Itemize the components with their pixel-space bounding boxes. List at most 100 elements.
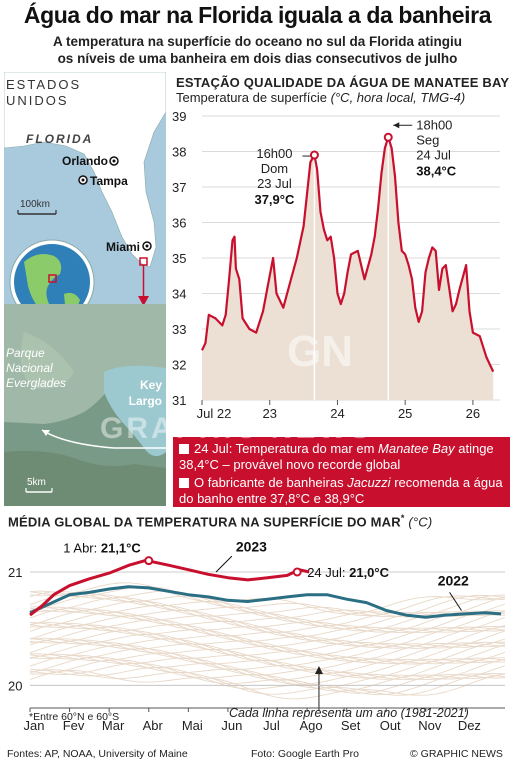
subtitle-line-1: A temperatura na superfície do oceano no…: [52, 34, 463, 49]
manatee-bay-chart: 31 32 33 34 35 36 37 38 39 Jul 22 23 24 25 26 16h00D…: [172, 109, 500, 421]
chart1-xtick-label: 26: [466, 406, 480, 421]
chart1-xtick-label: 25: [398, 406, 412, 421]
chart1-subtitle: Temperatura de superfície (°C, hora loca…: [176, 90, 465, 105]
chart2-background-year-line: [29, 624, 506, 656]
chart1-annotation-value: 38,4°C: [416, 163, 457, 178]
chart1-annotation-text: 23 Jul: [257, 176, 292, 191]
chart1-ytick-label: 34: [172, 287, 186, 302]
chart1-ytick-label: 38: [172, 145, 186, 160]
chart1-ytick-label: 37: [172, 180, 186, 195]
chart2-arrow-icon: [314, 666, 323, 674]
copyright: © GRAPHIC NEWS: [410, 748, 503, 760]
chart1-series-line: [201, 136, 495, 373]
info-item-2: O fabricante de banheiras Jacuzzi recome…: [179, 475, 503, 506]
chart2-background-year-line: [29, 622, 506, 652]
chart2-xtick-label: Dez: [458, 718, 481, 733]
chart2-xtick-label: Jun: [221, 718, 242, 733]
chart2-series-line-2023: [29, 559, 310, 617]
chart1-annotation-text: Dom: [261, 161, 288, 176]
map-country-2: UNIDOS: [6, 93, 69, 108]
subtitle-line-2: os níveis de uma banheira em dois dias c…: [57, 51, 458, 66]
chart1-peak-marker: [309, 150, 319, 160]
chart2-series-label: 2023: [236, 539, 267, 555]
chart2-series-label: 2022: [438, 573, 469, 589]
place-key-largo-2: Largo: [129, 394, 162, 408]
city-orlando: Orlando: [62, 154, 108, 168]
chart2-background-year-line: [29, 622, 506, 649]
chart1-xtick-label: 23: [262, 406, 276, 421]
chart1-ytick-label: 31: [172, 393, 186, 408]
watermark-logo: GN: [287, 327, 353, 376]
info-item-1: 24 Jul: Temperatura do mar em Manatee Ba…: [179, 441, 494, 472]
chart2-title: MÉDIA GLOBAL DA TEMPERATURA NA SUPERFÍCI…: [8, 513, 433, 530]
chart2-xtick-label: Fev: [63, 718, 85, 733]
chart2-background-year-line: [29, 639, 506, 671]
chart2-xtick-label: Abr: [143, 718, 164, 733]
chart1-annotation-text: Seg: [416, 132, 439, 147]
chart2-background-year-line: [29, 591, 506, 619]
chart2-background-year-line: [29, 590, 506, 618]
chart2-xtick-label: Jan: [23, 718, 44, 733]
bullet-square-icon: [179, 444, 189, 454]
chart2-background-year-line: [29, 637, 506, 665]
footnote: *Entre 60°N e 60°S: [29, 711, 120, 723]
bullet-square-icon: [179, 478, 189, 488]
chart1-annotation-text: 24 Jul: [416, 147, 451, 162]
chart2-xtick-label: Nov: [418, 718, 442, 733]
chart1-annotation-value: 37,9°C: [254, 192, 295, 207]
global-sst-chart: 20 21 2023 2022 1 Abr: 21,1°C 24 Jul: 21,0°C…: [8, 539, 506, 733]
sources: Fontes: AP, NOAA, University of Maine: [7, 748, 188, 760]
chart2-background-year-line: [29, 633, 506, 664]
scale-label-2: 5km: [27, 477, 46, 488]
chart2-background-year-line: [29, 604, 506, 633]
florida-land: [4, 72, 166, 268]
chart1-subtitle-units: (°C, hora local, TMG-4): [330, 90, 466, 105]
page-title: Água do mar na Florida iguala a da banhe…: [23, 2, 492, 28]
watermark-text: GRAPHIC NEWS: [100, 412, 373, 445]
chart1-subtitle-main: Temperatura de superfície: [176, 90, 328, 105]
chart2-background-year-line: [29, 670, 506, 700]
place-everglades-2: Nacional: [6, 361, 53, 375]
chart2-background-year-line: [29, 653, 505, 681]
chart2-background-year-line: [29, 669, 506, 696]
chart2-ytick-label: 20: [8, 678, 22, 693]
chart1-peak-marker: [383, 132, 393, 142]
chart2-xtick-label: Set: [341, 718, 361, 733]
globe-marker: [48, 274, 57, 283]
chart1-ytick-label: 33: [172, 322, 186, 337]
chart1-annotation-text: 18h00: [416, 117, 452, 132]
chart1-annotation-text: 16h00: [256, 146, 292, 161]
chart1-title: ESTAÇÃO QUALIDADE DA ÁGUA DE MANATEE BAY: [176, 75, 510, 90]
chart1-xtick-label: 24: [330, 406, 344, 421]
city-tampa: Tampa: [90, 174, 128, 188]
chart2-background-year-line: [29, 609, 506, 642]
florida-map: ESTADOS UNIDOS FLORIDA Orlando Tampa 100…: [4, 72, 166, 506]
chart2-annotation: 1 Abr: 21,1°C: [63, 541, 141, 556]
chart1-ytick-label: 36: [172, 216, 186, 231]
chart2-point-marker: [292, 567, 302, 577]
chart2-background-year-line: [29, 606, 506, 634]
chart1-xtick-label: Jul 22: [197, 406, 232, 421]
map-country-1: ESTADOS: [6, 77, 81, 92]
chart2-xtick-label: Jul: [263, 718, 280, 733]
chart2-background-year-line: [29, 652, 506, 680]
chart2-ytick-label: 21: [8, 565, 22, 580]
chart2-point-marker: [144, 556, 154, 566]
chart1-ytick-label: 35: [172, 251, 186, 266]
chart2-xtick-label: Mar: [102, 718, 125, 733]
chart1-ytick-label: 39: [172, 109, 186, 124]
place-everglades-1: Parque: [6, 346, 45, 360]
background-note: Cada linha representa um ano (1981-2021): [229, 706, 469, 720]
chart2-background-year-line: [29, 641, 506, 674]
chart2-background-year-line: [29, 666, 506, 696]
chart1-ytick-label: 32: [172, 358, 186, 373]
chart2-background-year-line: [29, 619, 506, 649]
info-box: 24 Jul: Temperatura do mar em Manatee Ba…: [173, 437, 510, 507]
place-everglades-3: Everglades: [6, 376, 66, 390]
scale-label-1: 100km: [20, 199, 50, 210]
chart2-background-year-line: [29, 586, 506, 617]
city-miami: Miami: [106, 240, 140, 254]
zoom-arrow: [138, 296, 149, 306]
chart2-xtick-label: Ago: [299, 718, 322, 733]
